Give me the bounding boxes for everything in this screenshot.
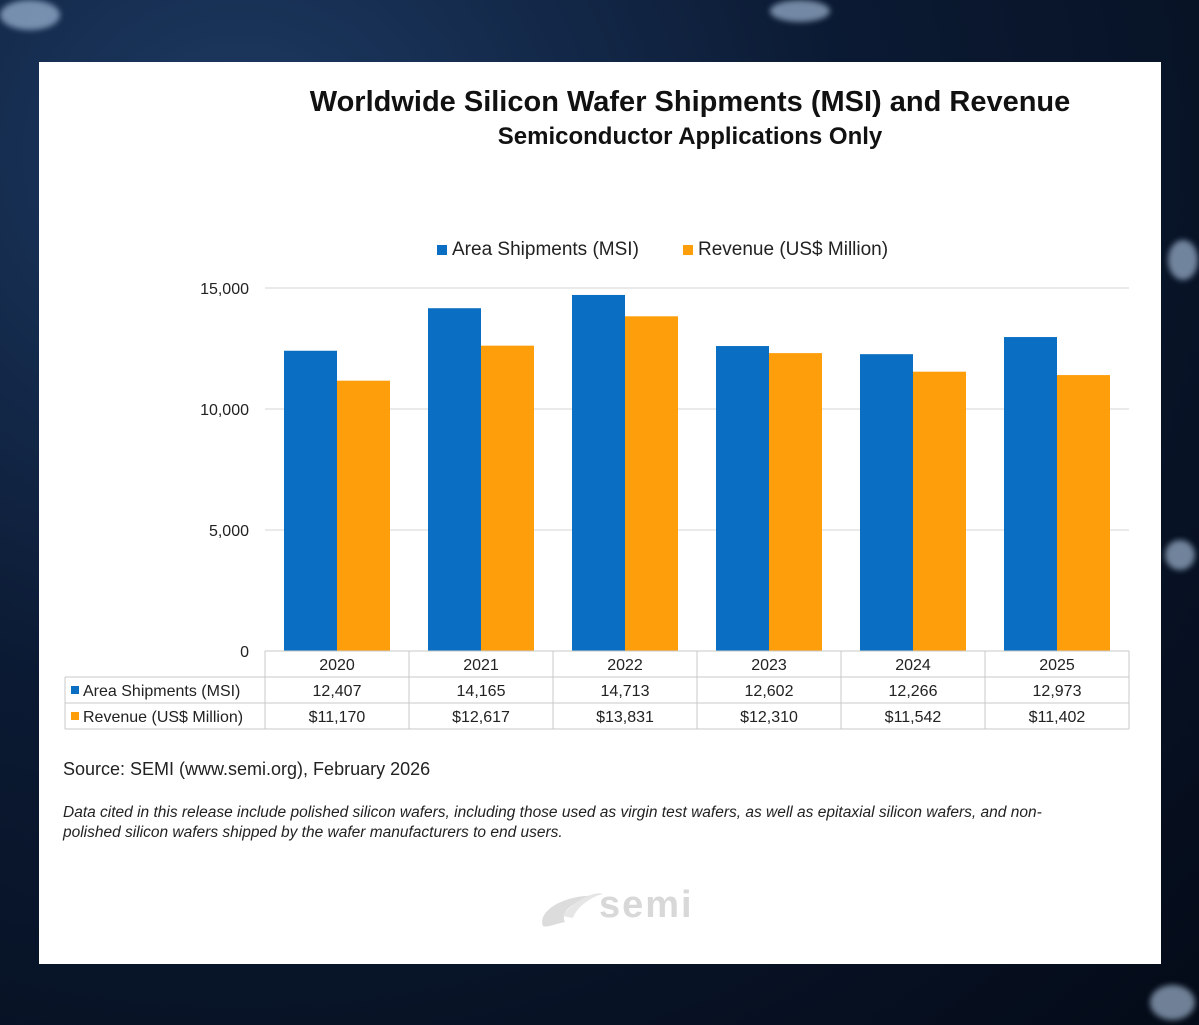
bar-revenue: [625, 316, 678, 651]
chart-card: Worldwide Silicon Wafer Shipments (MSI) …: [39, 62, 1161, 964]
x-tick-label: 2023: [751, 657, 787, 674]
bokeh-light: [1168, 240, 1198, 280]
semi-logo-swoosh: [542, 893, 603, 927]
bar-chart: 0 5,000 10,000 15,000 Area Shipments (MSI) Re…: [64, 239, 1130, 730]
table-cell: 14,165: [457, 683, 506, 700]
table-cell: 12,973: [1033, 683, 1082, 700]
table-cell: 14,713: [601, 683, 650, 700]
y-tick-label: 5,000: [209, 523, 249, 540]
x-tick-label: 2025: [1039, 657, 1075, 674]
table-cell: 12,266: [889, 683, 938, 700]
bar-area-shipments: [428, 308, 481, 651]
table-row-label: Revenue (US$ Million): [83, 709, 243, 726]
table-row-label: Area Shipments (MSI): [83, 683, 240, 700]
source-text: Source: SEMI (www.semi.org), February 20…: [63, 759, 431, 779]
bar-revenue: [481, 345, 534, 651]
y-tick-label: 0: [240, 644, 249, 661]
legend-label: Revenue (US$ Million): [698, 239, 888, 260]
semi-logo: semi: [537, 880, 727, 932]
table-cell: $12,617: [452, 709, 510, 726]
bar-revenue: [769, 353, 822, 651]
table-legend-swatch: [71, 712, 79, 720]
table-cell: $12,310: [740, 709, 798, 726]
table-cell: 12,407: [313, 683, 362, 700]
legend-label: Area Shipments (MSI): [452, 239, 639, 260]
chart-title: Worldwide Silicon Wafer Shipments (MSI) …: [309, 86, 1071, 118]
bar-area-shipments: [572, 294, 625, 651]
bar-area-shipments: [716, 346, 769, 651]
y-tick-label: 10,000: [200, 402, 249, 419]
bar-revenue: [337, 380, 390, 651]
bar-area-shipments: [284, 350, 337, 651]
x-tick-label: 2022: [607, 657, 643, 674]
table-cell: $11,170: [309, 709, 366, 726]
table-legend-swatch: [71, 686, 79, 694]
x-tick-label: 2024: [895, 657, 931, 674]
legend-swatch: [683, 245, 693, 255]
bar-revenue: [913, 371, 966, 651]
y-tick-label: 15,000: [200, 281, 249, 298]
bar-revenue: [1057, 375, 1110, 651]
chart-subtitle: Semiconductor Applications Only: [497, 123, 883, 150]
bokeh-light: [770, 0, 830, 22]
bokeh-light: [0, 0, 60, 30]
semi-logo-text: semi: [599, 884, 694, 926]
bokeh-light: [1150, 985, 1195, 1020]
table-cell: $13,831: [596, 709, 654, 726]
footnote-text: Data cited in this release include polis…: [63, 804, 1042, 841]
bar-area-shipments: [1004, 337, 1057, 651]
table-cell: $11,542: [885, 709, 942, 726]
bokeh-light: [1165, 540, 1195, 570]
x-tick-label: 2020: [319, 657, 355, 674]
bar-area-shipments: [860, 354, 913, 651]
table-cell: 12,602: [745, 683, 794, 700]
x-tick-label: 2021: [463, 657, 499, 674]
table-cell: $11,402: [1029, 709, 1086, 726]
legend-swatch: [437, 245, 447, 255]
